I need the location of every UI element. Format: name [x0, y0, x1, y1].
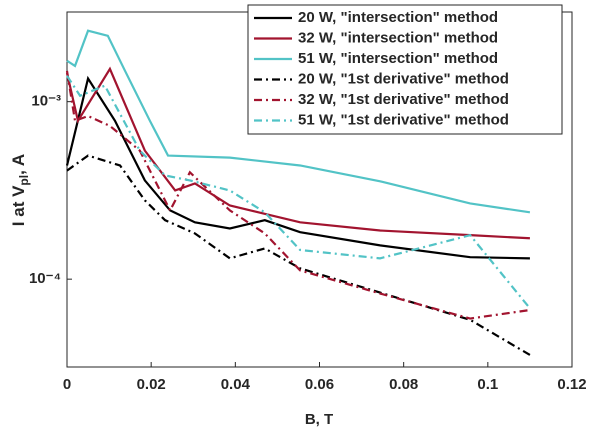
- legend-label: 32 W, "intersection" method: [298, 29, 498, 46]
- y-label-part: , A: [9, 154, 28, 175]
- x-axis-label: B, T: [305, 411, 333, 428]
- x-tick-label: 0.12: [557, 376, 586, 393]
- x-tick-label: 0.02: [137, 376, 166, 393]
- x-tick-label: 0.04: [221, 376, 251, 393]
- series-line: [65, 70, 531, 320]
- x-tick-label: 0.1: [477, 376, 498, 393]
- x-tick-label: 0.08: [389, 376, 418, 393]
- y-tick-label: 10⁻³: [31, 93, 61, 110]
- legend-label: 32 W, "1st derivative" method: [298, 91, 509, 108]
- y-label-part: I at V: [9, 185, 28, 226]
- series-line: [65, 66, 530, 240]
- series-line: [66, 75, 531, 310]
- legend-label: 51 W, "1st derivative" method: [298, 111, 509, 128]
- legend-label: 20 W, "1st derivative" method: [298, 70, 509, 87]
- y-label-sub: pl: [17, 175, 31, 186]
- x-tick-label: 0.06: [305, 376, 334, 393]
- y-tick-label: 10⁻⁴: [29, 270, 61, 287]
- series-line: [66, 29, 531, 214]
- y-axis-label: I at Vpl, A: [9, 154, 31, 226]
- x-tick-label: 0: [63, 376, 71, 393]
- legend-label: 20 W, "intersection" method: [298, 9, 498, 26]
- series-line: [65, 75, 530, 260]
- legend-label: 51 W, "intersection" method: [298, 50, 498, 67]
- series-line: [66, 154, 531, 356]
- legend-box: [247, 4, 563, 135]
